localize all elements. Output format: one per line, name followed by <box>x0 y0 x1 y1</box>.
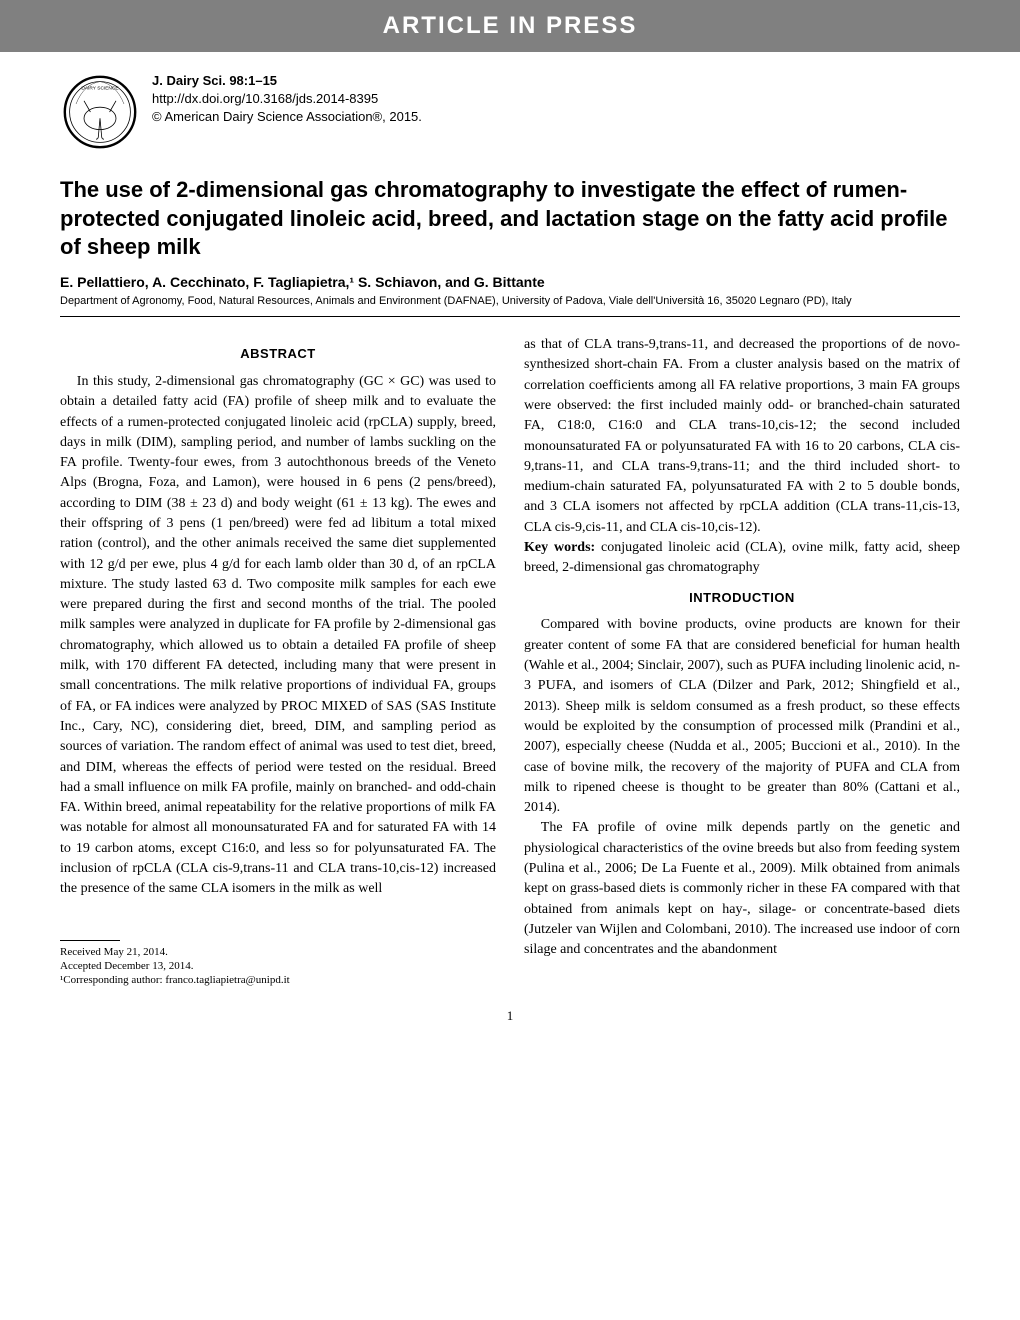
footnotes-rule <box>60 940 120 941</box>
journal-doi: http://dx.doi.org/10.3168/jds.2014-8395 <box>152 90 422 108</box>
title-divider <box>60 316 960 317</box>
page-number: 1 <box>60 1008 960 1024</box>
abstract-text: In this study, 2-dimensional gas chromat… <box>60 372 496 900</box>
svg-text:DAIRY SCIENCE: DAIRY SCIENCE <box>81 86 118 92</box>
footnote-received: Received May 21, 2014. <box>60 945 496 959</box>
introduction-heading: INTRODUCTION <box>524 589 960 608</box>
journal-meta: J. Dairy Sci. 98:1–15 http://dx.doi.org/… <box>152 72 422 127</box>
left-column: ABSTRACT In this study, 2-dimensional ga… <box>60 335 496 987</box>
journal-citation: J. Dairy Sci. 98:1–15 <box>152 72 422 90</box>
article-title: The use of 2-dimensional gas chromatogra… <box>60 176 960 262</box>
logo-icon: DAIRY SCIENCE <box>60 72 140 152</box>
affiliation: Department of Agronomy, Food, Natural Re… <box>60 294 960 308</box>
abstract-heading: ABSTRACT <box>60 345 496 364</box>
journal-info-block: DAIRY SCIENCE J. Dairy Sci. 98:1–15 http… <box>60 72 960 152</box>
two-column-body: ABSTRACT In this study, 2-dimensional ga… <box>60 335 960 987</box>
footnote-corresponding: ¹Corresponding author: franco.tagliapiet… <box>60 973 496 987</box>
intro-paragraph-2: The FA profile of ovine milk depends par… <box>524 818 960 960</box>
article-status-banner: ARTICLE IN PRESS <box>0 0 1020 52</box>
journal-copyright: © American Dairy Science Association®, 2… <box>152 108 422 126</box>
intro-paragraph-1: Compared with bovine products, ovine pro… <box>524 615 960 818</box>
keywords-para: Key words: conjugated linoleic acid (CLA… <box>524 538 960 579</box>
keywords-label: Key words: <box>524 540 595 555</box>
footnote-accepted: Accepted December 13, 2014. <box>60 959 496 973</box>
authors-line: E. Pellattiero, A. Cecchinato, F. Taglia… <box>60 274 960 290</box>
adsa-logo: DAIRY SCIENCE <box>60 72 140 152</box>
right-column: as that of CLA trans-9,trans-11, and dec… <box>524 335 960 987</box>
abstract-continued: as that of CLA trans-9,trans-11, and dec… <box>524 335 960 538</box>
footnotes-block: Received May 21, 2014. Accepted December… <box>60 940 496 988</box>
page-content: DAIRY SCIENCE J. Dairy Sci. 98:1–15 http… <box>0 52 1020 1064</box>
